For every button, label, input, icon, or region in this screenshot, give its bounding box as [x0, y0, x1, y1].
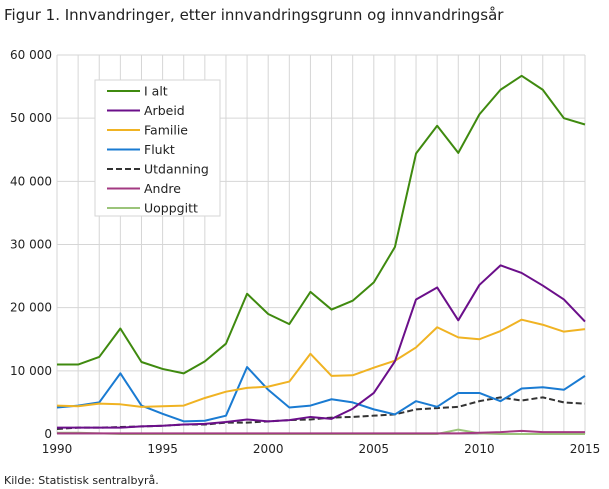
legend-label: Familie	[144, 123, 188, 138]
x-tick-label: 2010	[464, 442, 495, 456]
y-tick-label: 10 000	[10, 364, 52, 378]
y-tick-label: 40 000	[10, 174, 52, 188]
x-tick-label: 2000	[253, 442, 284, 456]
legend-label: Arbeid	[144, 103, 185, 118]
series-line-flukt	[56, 366, 586, 423]
series-line-familie	[56, 318, 586, 408]
chart-title: Figur 1. Innvandringer, etter innvandrin…	[4, 6, 504, 24]
y-tick-label: 20 000	[10, 301, 52, 315]
x-tick-label: 2005	[359, 442, 390, 456]
legend-label: Flukt	[144, 142, 175, 157]
legend-label: Utdanning	[144, 162, 209, 177]
y-tick-label: 60 000	[10, 48, 52, 62]
series-line-arbeid	[57, 264, 586, 429]
y-tick-label: 30 000	[10, 238, 52, 252]
legend-label: Uoppgitt	[144, 201, 198, 216]
x-tick-label: 1995	[147, 442, 178, 456]
source-note: Kilde: Statistisk sentralbyrå.	[4, 474, 159, 487]
legend-label: I alt	[144, 84, 168, 99]
x-tick-label: 2015	[570, 442, 601, 456]
x-tick-label: 1990	[42, 442, 73, 456]
y-tick-label: 50 000	[10, 111, 52, 125]
y-tick-label: 0	[44, 427, 52, 441]
legend-box	[94, 79, 221, 217]
legend-label: Andre	[144, 181, 181, 196]
series-line-andre	[57, 429, 585, 435]
series-line-i-alt	[57, 74, 586, 375]
